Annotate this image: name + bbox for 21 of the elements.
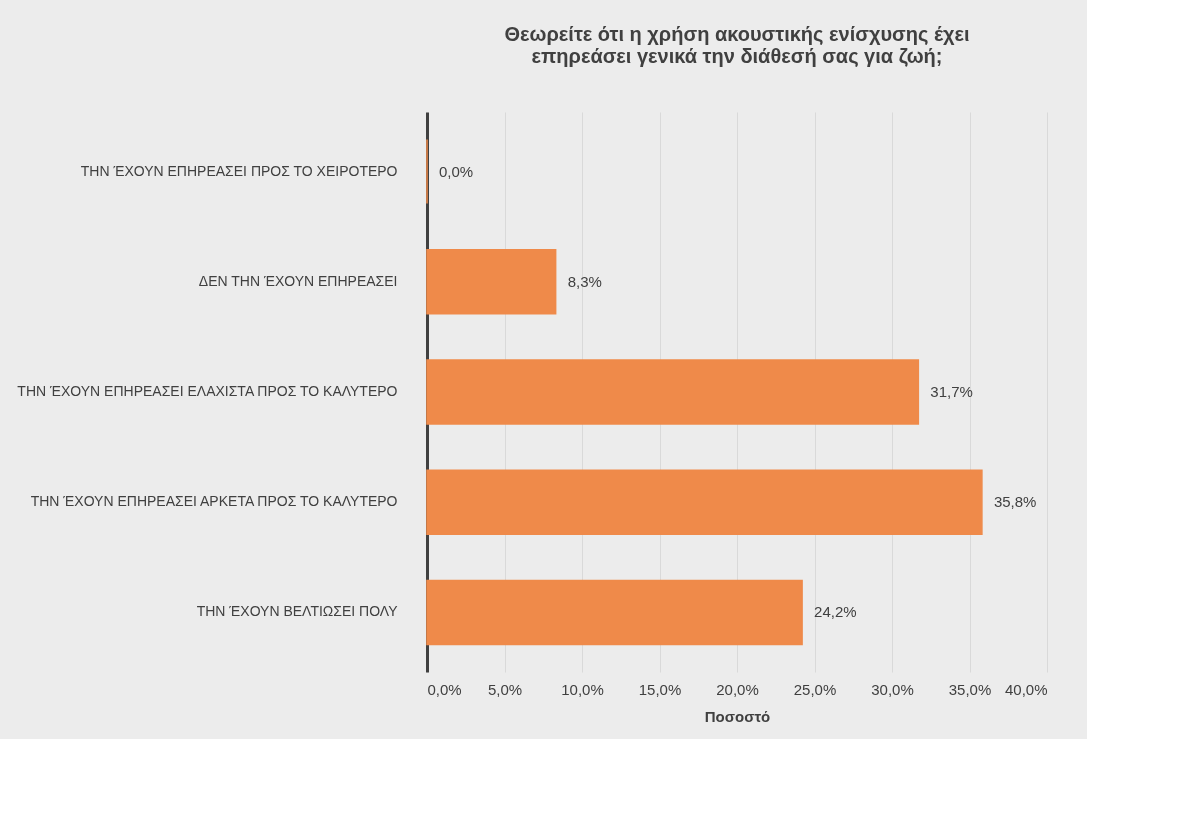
data-label: 24,2% [814, 603, 857, 621]
chart-title: Θεωρείτε ότι η χρήση ακουστικής ενίσχυσης έχει επηρεάσει γενικά την διάθεσή σας για ζωή; [504, 23, 970, 67]
x-tick-label: 35,0% [948, 680, 992, 698]
data-label: 31,7% [930, 383, 973, 400]
data-label: 0,0% [439, 162, 474, 180]
y-tick-label: ΤΗΝ ΈΧΟΥΝ ΒΕΛΤΙΩΣΕΙ ΠΟΛΥ [196, 603, 399, 620]
data-label: 35,8% [993, 493, 1037, 511]
x-tick-label: 25,0% [793, 680, 837, 698]
y-tick-label: ΤΗΝ ΈΧΟΥΝ ΕΠΗΡΕΑΣΕΙ ΕΛΑΧΙΣΤΑ ΠΡΟΣ ΤΟ ΚΑΛΥΤΕΡΟ [17, 383, 398, 399]
y-tick-label: ΤΗΝ ΈΧΟΥΝ ΕΠΗΡΕΑΣΕΙ ΠΡΟΣ ΤΟ ΧΕΙΡΟΤΕΡΟ [80, 162, 398, 179]
y-tick-label: ΤΗΝ ΈΧΟΥΝ ΕΠΗΡΕΑΣΕΙ ΑΡΚΕΤΑ ΠΡΟΣ ΤΟ ΚΑΛΥΤΕΡΟ [30, 493, 398, 510]
x-tick-label: 0,0% [427, 680, 462, 698]
y-tick-label: ΔΕΝ ΤΗΝ ΈΧΟΥΝ ΕΠΗΡΕΑΣΕΙ [198, 272, 398, 289]
x-tick-label: 40,0% [1004, 680, 1048, 698]
x-tick-label: 20,0% [716, 680, 759, 698]
x-axis-title: Ποσοστό [704, 707, 771, 725]
x-tick-label: 30,0% [871, 680, 914, 698]
x-tick-label: 10,0% [561, 680, 604, 698]
x-tick-label: 5,0% [487, 680, 523, 698]
data-label: 8,3% [567, 272, 602, 290]
x-tick-label: 15,0% [638, 680, 682, 698]
